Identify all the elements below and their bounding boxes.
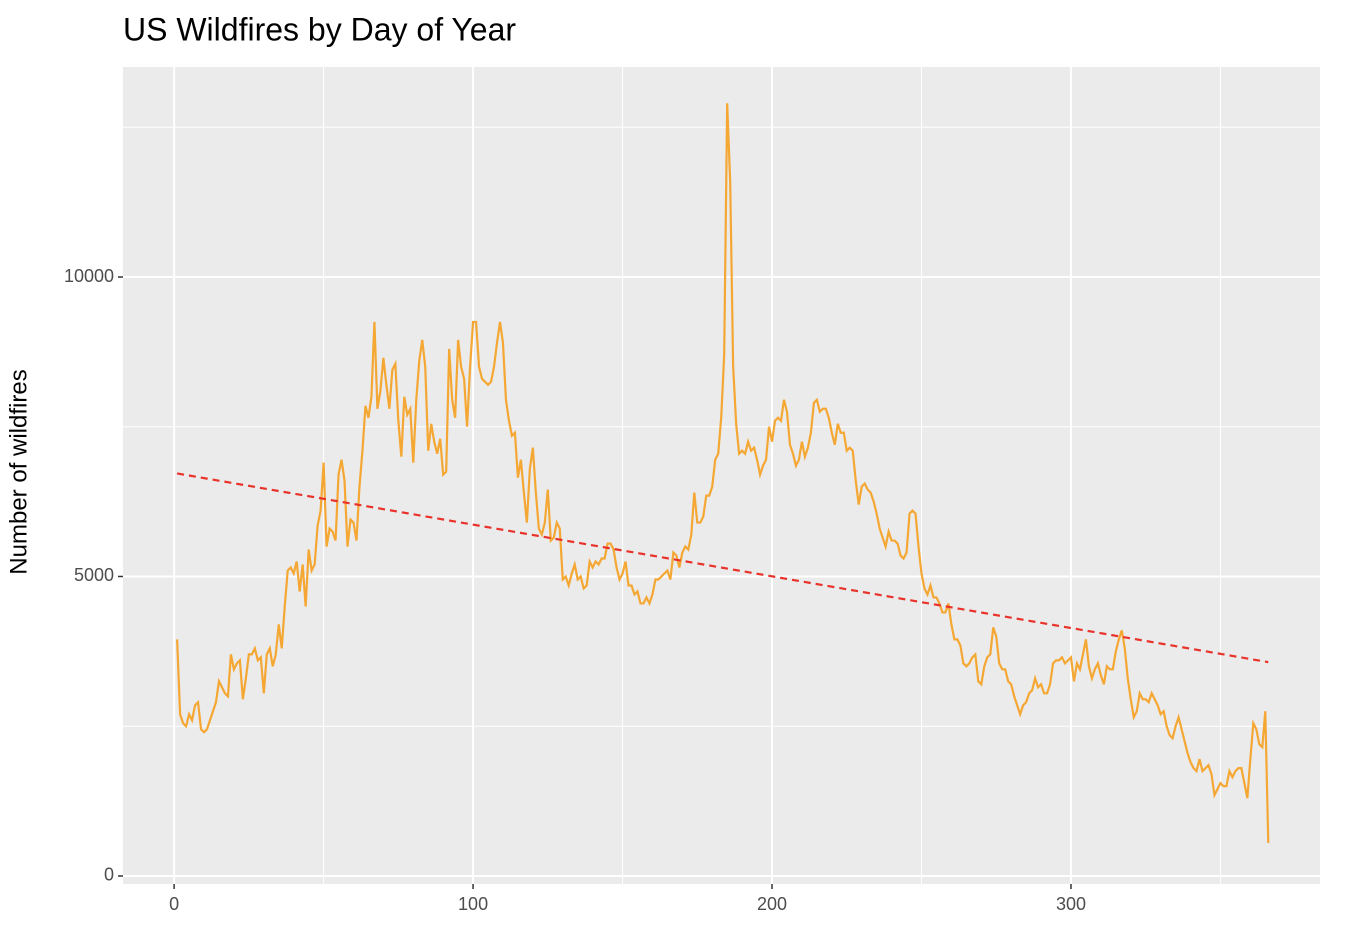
panel <box>123 67 1320 884</box>
series-line <box>176 472 1269 664</box>
x-tick-label: 200 <box>757 894 787 914</box>
y-axis-label: Number of wildfires <box>5 369 32 574</box>
chart-title: US Wildfires by Day of Year <box>123 11 516 47</box>
y-tick-label: 5000 <box>74 565 114 585</box>
x-tick-label: 300 <box>1056 894 1086 914</box>
series-line <box>176 103 1270 844</box>
x-tick-label: 100 <box>458 894 488 914</box>
x-tick-label: 0 <box>169 894 179 914</box>
y-tick-label: 10000 <box>64 266 114 286</box>
y-tick-label: 0 <box>104 865 114 885</box>
